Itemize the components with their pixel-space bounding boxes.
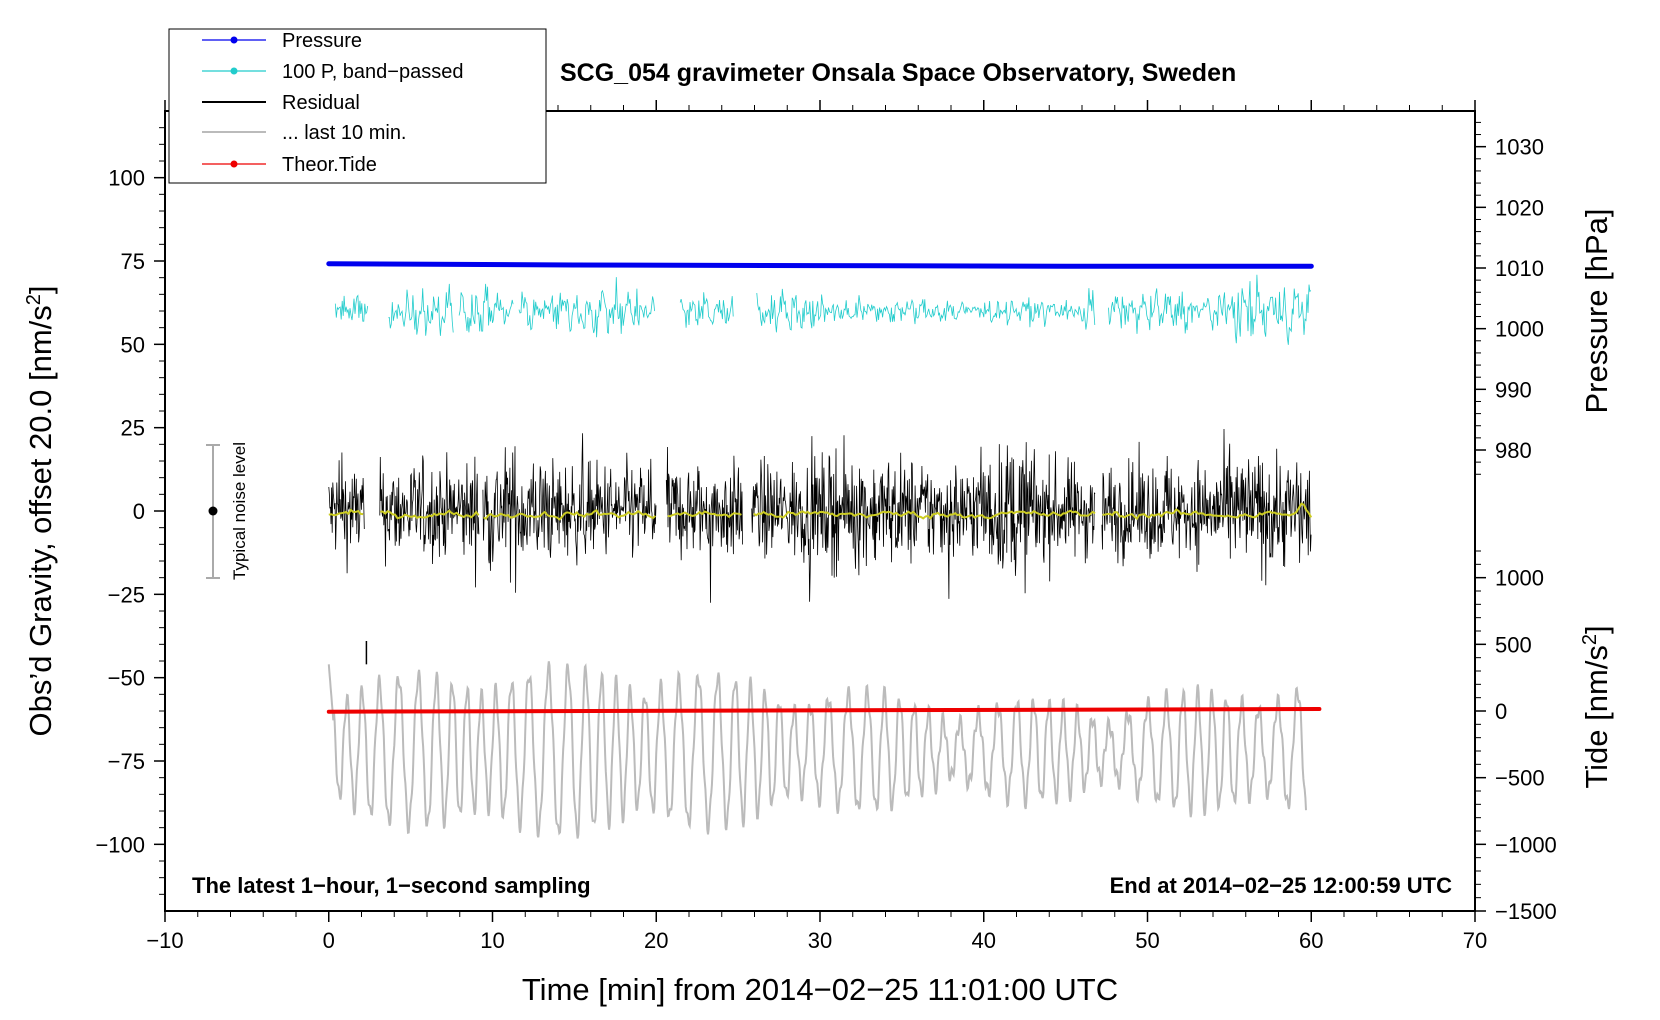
y-tide-tick-label: −1500 <box>1495 899 1557 924</box>
y-left-tick-label: 75 <box>121 249 145 274</box>
bandpassed-line <box>334 274 1312 345</box>
y-tide-tick-label: 0 <box>1495 699 1507 724</box>
tide-line <box>326 707 1322 714</box>
series-pressure-bandpassed <box>334 274 1312 345</box>
y-axis-left: 100 75 50 25 0 −25 −50 −75 −100 <box>95 127 165 895</box>
y-pressure-tick-label: 1010 <box>1495 256 1544 281</box>
y-left-title-sup: 2 <box>23 294 45 305</box>
noise-bar-center <box>208 506 218 516</box>
legend-item-bandpassed: 100 P, band−passed <box>202 61 463 83</box>
legend-item-tide: Theor.Tide <box>202 154 377 176</box>
y-tide-tick-label: 500 <box>1495 632 1532 657</box>
legend-label-pressure: Pressure <box>282 30 362 52</box>
y-pressure-tick-label: 980 <box>1495 438 1532 463</box>
chart-title: SCG_054 gravimeter Onsala Space Observat… <box>560 59 1236 87</box>
legend-marker-pressure <box>230 36 238 44</box>
y-left-tick-label: −100 <box>95 832 145 857</box>
y-left-tick-label: 100 <box>108 166 145 191</box>
x-axis: −10 0 10 20 30 40 50 60 70 <box>146 100 1487 953</box>
annotation-sampling: The latest 1−hour, 1−second sampling <box>192 873 591 898</box>
y-axis-pressure-title: Pressure [hPa] <box>1579 208 1614 413</box>
y-tide-tick-label: 1000 <box>1495 566 1544 591</box>
series-residual-smoothed <box>328 502 1313 521</box>
x-tick-label: −10 <box>146 928 183 953</box>
legend-box <box>168 28 547 184</box>
x-tick-label: 50 <box>1135 928 1159 953</box>
y-left-tick-label: 25 <box>121 416 145 441</box>
y-left-tick-label: −25 <box>108 582 145 607</box>
x-axis-title: Time [min] from 2014−02−25 11:01:00 UTC <box>522 972 1118 1007</box>
x-tick-label: 20 <box>644 928 668 953</box>
y-left-tick-label: 0 <box>133 499 145 524</box>
tide-title-main: Tide [nm/s <box>1579 645 1614 789</box>
y-left-tick-label: −50 <box>108 666 145 691</box>
y-pressure-tick-label: 1030 <box>1495 135 1544 160</box>
x-tick-label: 60 <box>1299 928 1323 953</box>
legend-item-residual: Residual <box>202 92 360 114</box>
y-left-title-main: Obs’d Gravity, offset 20.0 [nm/s <box>23 305 58 736</box>
x-tick-label: 40 <box>972 928 996 953</box>
legend-item-last10: ... last 10 min. <box>202 122 407 144</box>
y-axis-right: 1030 1020 1010 1000 990 980 1000 500 0 −500 −1000 −… <box>1475 121 1557 924</box>
annotation-end-time: End at 2014−02−25 12:00:59 UTC <box>1110 873 1453 898</box>
x-tick-label: 0 <box>323 928 335 953</box>
x-tick-label: 30 <box>808 928 832 953</box>
legend-marker-bandpassed <box>230 67 238 75</box>
x-tick-label: 10 <box>480 928 504 953</box>
legend-label-bandpassed: 100 P, band−passed <box>282 61 463 83</box>
legend-label-residual: Residual <box>282 92 360 114</box>
series-last-10-min <box>327 661 1307 839</box>
y-tide-tick-label: −1000 <box>1495 832 1557 857</box>
y-axis-tide-title: Tide [nm/s2] <box>1579 625 1614 788</box>
tide-title-end: ] <box>1579 625 1614 634</box>
legend-marker-tide <box>230 160 238 168</box>
y-left-tick-label: 50 <box>121 332 145 357</box>
residual-line <box>328 428 1312 603</box>
y-pressure-tick-label: 1000 <box>1495 317 1544 342</box>
smoothed-residual-line <box>328 502 1313 521</box>
last-10-min-line <box>327 661 1307 839</box>
pressure-line <box>326 261 1314 269</box>
y-pressure-tick-label: 990 <box>1495 377 1532 402</box>
tide-title-sup: 2 <box>1579 634 1601 645</box>
y-axis-left-title: Obs’d Gravity, offset 20.0 [nm/s2] <box>23 285 58 736</box>
noise-level-indicator: Typical noise level <box>206 442 249 580</box>
y-left-tick-label: −75 <box>108 749 145 774</box>
y-left-title-end: ] <box>23 285 58 294</box>
y-tide-tick-label: −500 <box>1495 766 1545 791</box>
legend-item-pressure: Pressure <box>202 30 362 52</box>
legend-label-tide: Theor.Tide <box>282 154 377 176</box>
legend: Pressure 100 P, band−passed Residual ...… <box>168 28 547 184</box>
legend-label-last10: ... last 10 min. <box>282 122 407 144</box>
noise-level-label: Typical noise level <box>230 442 249 580</box>
y-pressure-tick-label: 1020 <box>1495 195 1544 220</box>
series-residual <box>328 428 1312 665</box>
x-tick-label: 70 <box>1463 928 1487 953</box>
series-pressure <box>326 261 1314 269</box>
series-theoretical-tide <box>326 707 1322 714</box>
